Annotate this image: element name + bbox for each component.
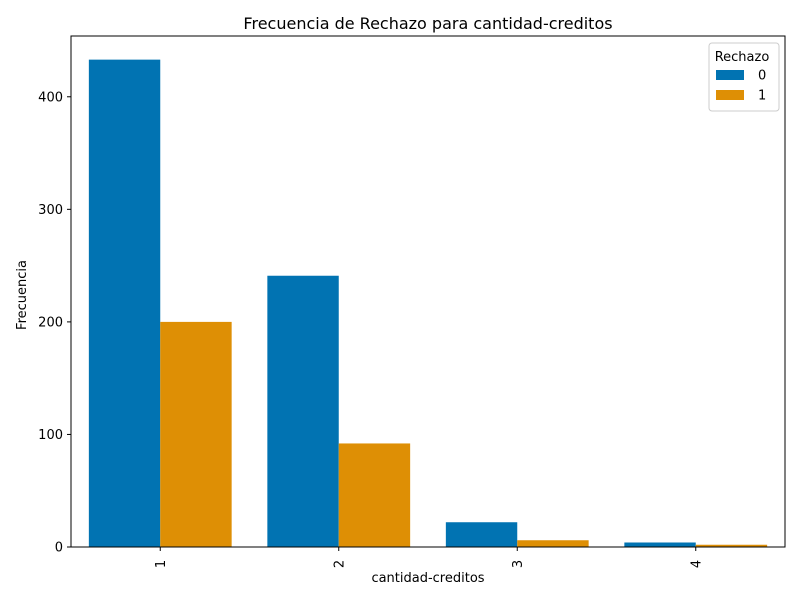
legend-swatch-1 <box>716 90 744 100</box>
y-tick-label: 100 <box>38 428 63 443</box>
x-tick-label: 1 <box>154 560 169 568</box>
x-axis-label: cantidad-creditos <box>371 571 484 586</box>
bar-1-rechazo-0 <box>88 59 161 547</box>
bar-2-rechazo-1 <box>338 443 411 547</box>
legend-items: 01 <box>716 69 766 104</box>
legend-label-0: 0 <box>758 69 766 84</box>
x-tick-label: 2 <box>332 560 347 568</box>
bar-4-rechazo-0 <box>624 542 696 547</box>
chart-title: Frecuencia de Rechazo para cantidad-cred… <box>243 14 612 33</box>
bar-3-rechazo-0 <box>445 522 518 547</box>
y-tick-label: 0 <box>55 541 63 556</box>
legend-label-1: 1 <box>758 89 766 104</box>
y-tick-label: 400 <box>38 90 63 105</box>
bar-1-rechazo-1 <box>160 321 232 547</box>
legend-swatch-0 <box>716 70 744 80</box>
y-tick-label: 300 <box>38 203 63 218</box>
legend-title: Rechazo <box>715 50 770 65</box>
bar-3-rechazo-1 <box>517 540 589 547</box>
legend: Rechazo 01 <box>708 42 780 112</box>
bar-4-rechazo-1 <box>695 544 768 547</box>
bar-2-rechazo-0 <box>267 275 339 547</box>
bars-group <box>88 59 768 547</box>
plot-frame <box>70 35 786 548</box>
y-tick-label: 200 <box>38 315 63 330</box>
x-tick-label: 3 <box>511 560 526 568</box>
y-axis-label: Frecuencia <box>15 260 30 330</box>
x-tick-label: 4 <box>689 560 704 568</box>
